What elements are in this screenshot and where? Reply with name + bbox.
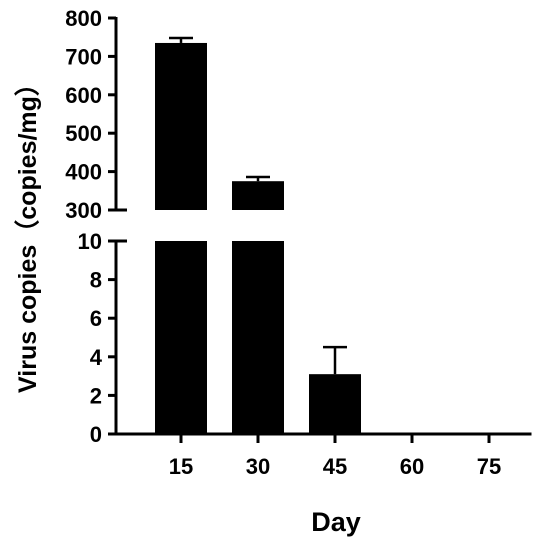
y-tick-label-8: 8 <box>90 268 102 293</box>
x-tick-label-30: 30 <box>246 454 270 479</box>
y-tick-label-4: 4 <box>90 345 103 370</box>
bar-day-15-lower <box>155 241 207 434</box>
bar-day-30-upper <box>232 181 284 210</box>
y-tick-label-300: 300 <box>65 198 102 223</box>
bar-day-45 <box>309 374 361 434</box>
bars-layer <box>155 42 361 434</box>
axes-layer <box>108 16 532 443</box>
y-tick-label-0: 0 <box>90 422 102 447</box>
error-bars-layer <box>169 36 347 375</box>
x-tick-label-60: 60 <box>400 454 424 479</box>
y-tick-label-700: 700 <box>65 44 102 69</box>
x-tick-label-45: 45 <box>323 454 347 479</box>
y-tick-label-6: 6 <box>90 306 102 331</box>
y-tick-label-10: 10 <box>78 229 102 254</box>
bar-day-30-lower <box>232 241 284 434</box>
y-tick-label-500: 500 <box>65 121 102 146</box>
y-axis-title: Virus copies（copies/mg） <box>13 71 42 393</box>
x-tick-label-75: 75 <box>477 454 501 479</box>
y-tick-label-800: 800 <box>65 6 102 31</box>
x-axis-title: Day <box>311 507 361 537</box>
tick-labels-layer: 0 2 4 6 8 10 300 400 500 600 700 800 15 30 45 60 75 <box>65 6 501 479</box>
y-tick-label-400: 400 <box>65 160 102 185</box>
y-tick-label-2: 2 <box>90 383 102 408</box>
bar-day-15-upper <box>155 42 207 211</box>
x-tick-label-15: 15 <box>169 454 193 479</box>
y-tick-label-600: 600 <box>65 83 102 108</box>
